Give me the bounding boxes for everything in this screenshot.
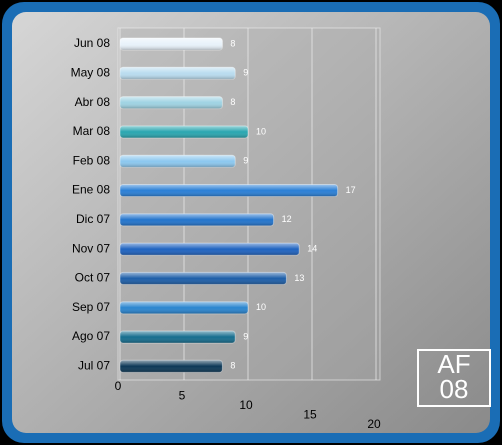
- y-tick-label: Sep 07: [72, 300, 110, 314]
- plot-area: [117, 27, 381, 381]
- x-tick-label: 20: [367, 417, 381, 431]
- value-label: 14: [307, 243, 317, 253]
- y-tick-label: Oct 07: [75, 271, 111, 285]
- y-tick-label: Feb 08: [73, 153, 111, 167]
- y-tick-label: Nov 07: [72, 241, 110, 255]
- y-tick-label: May 08: [71, 65, 111, 79]
- value-label: 9: [243, 331, 248, 341]
- bar-shine: [120, 38, 223, 50]
- value-label: 8: [230, 97, 235, 107]
- y-tick-label: Ago 07: [72, 329, 110, 343]
- bar-shine: [120, 272, 287, 285]
- value-label: 10: [256, 302, 266, 312]
- bar-shine: [120, 67, 236, 80]
- value-label: 8: [230, 361, 235, 371]
- bar-shine: [120, 155, 236, 168]
- value-label: 10: [256, 126, 266, 136]
- bar-shine: [120, 184, 338, 197]
- bar-shine: [120, 243, 300, 256]
- bar-shine: [120, 331, 236, 343]
- bar-shine: [120, 213, 274, 226]
- y-tick-label: Abr 08: [75, 95, 111, 109]
- value-label: 9: [243, 68, 248, 78]
- bar-shine: [120, 301, 248, 314]
- value-label: 12: [282, 214, 292, 224]
- value-label: 13: [294, 273, 304, 283]
- badge-text: AF: [437, 349, 470, 379]
- y-tick-label: Ene 08: [72, 183, 110, 197]
- y-tick-label: Dic 07: [76, 212, 110, 226]
- bar-shine: [120, 96, 223, 109]
- y-tick-label: Mar 08: [73, 124, 111, 138]
- bar-shine: [120, 125, 248, 138]
- x-tick-label: 0: [115, 379, 122, 393]
- y-tick-label: Jun 08: [74, 36, 110, 50]
- x-tick-label: 15: [303, 408, 317, 422]
- bar-shine: [120, 360, 223, 373]
- value-label: 8: [230, 38, 235, 48]
- badge-box: [417, 349, 491, 407]
- y-tick-label: Jul 07: [78, 358, 110, 372]
- badge-text: 08: [440, 374, 469, 404]
- x-tick-label: 10: [239, 398, 253, 412]
- value-label: 17: [346, 185, 356, 195]
- x-tick-label: 5: [179, 389, 186, 403]
- value-label: 9: [243, 156, 248, 166]
